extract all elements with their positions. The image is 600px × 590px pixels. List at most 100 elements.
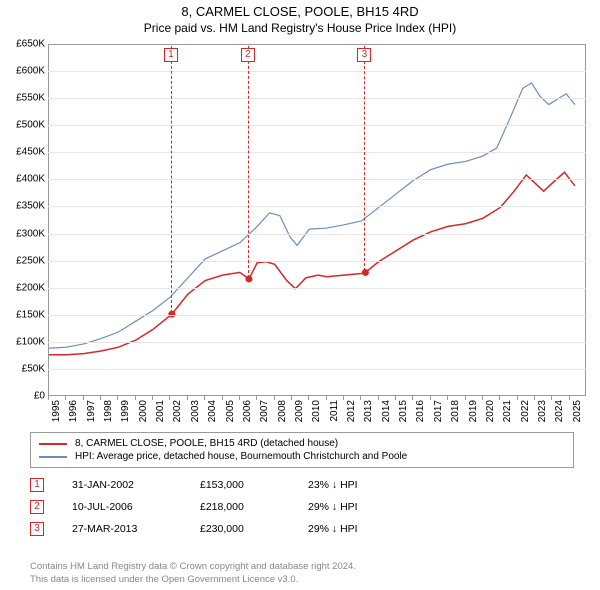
y-tick-label: £250K bbox=[16, 255, 45, 266]
x-tick-label: 2017 bbox=[433, 400, 444, 422]
gridline bbox=[48, 315, 586, 316]
y-tick-label: £600K bbox=[16, 66, 45, 77]
sale-marker-line bbox=[364, 46, 365, 271]
x-tick-label: 2018 bbox=[450, 400, 461, 422]
transaction-price: £218,000 bbox=[200, 501, 280, 513]
chart-subtitle: Price paid vs. HM Land Registry's House … bbox=[0, 21, 600, 35]
sale-marker-dot bbox=[245, 275, 252, 282]
series-hpi bbox=[49, 83, 575, 348]
x-tick bbox=[239, 396, 240, 400]
legend-label: 8, CARMEL CLOSE, POOLE, BH15 4RD (detach… bbox=[75, 438, 338, 449]
x-tick bbox=[569, 396, 570, 400]
sale-marker-dot bbox=[362, 269, 369, 276]
x-tick-label: 2001 bbox=[155, 400, 166, 422]
x-tick bbox=[48, 396, 49, 400]
legend-swatch bbox=[39, 443, 67, 445]
x-tick bbox=[117, 396, 118, 400]
sale-marker-number: 3 bbox=[357, 48, 371, 62]
x-tick bbox=[447, 396, 448, 400]
footer-line: Contains HM Land Registry data © Crown c… bbox=[30, 561, 356, 573]
x-tick bbox=[256, 396, 257, 400]
transaction-diff: 29% ↓ HPI bbox=[308, 501, 408, 513]
x-tick-label: 2009 bbox=[294, 400, 305, 422]
transaction-diff: 23% ↓ HPI bbox=[308, 479, 408, 491]
x-tick bbox=[395, 396, 396, 400]
gridline bbox=[48, 342, 586, 343]
legend-item: 8, CARMEL CLOSE, POOLE, BH15 4RD (detach… bbox=[39, 437, 565, 450]
x-tick-label: 2010 bbox=[311, 400, 322, 422]
x-tick bbox=[65, 396, 66, 400]
x-tick-label: 2000 bbox=[138, 400, 149, 422]
y-tick-label: £450K bbox=[16, 147, 45, 158]
x-tick bbox=[308, 396, 309, 400]
legend-label: HPI: Average price, detached house, Bour… bbox=[75, 451, 407, 462]
x-tick-label: 2002 bbox=[172, 400, 183, 422]
x-tick bbox=[378, 396, 379, 400]
plot-area bbox=[48, 44, 586, 396]
sale-marker-line bbox=[248, 46, 249, 278]
transaction-row: 210-JUL-2006£218,00029% ↓ HPI bbox=[30, 496, 574, 518]
sale-marker-number: 2 bbox=[241, 48, 255, 62]
gridline bbox=[48, 234, 586, 235]
gridline bbox=[48, 179, 586, 180]
chart-container: 8, CARMEL CLOSE, POOLE, BH15 4RD Price p… bbox=[0, 0, 600, 590]
x-tick bbox=[534, 396, 535, 400]
x-tick bbox=[517, 396, 518, 400]
x-tick-label: 2008 bbox=[277, 400, 288, 422]
x-tick-label: 1998 bbox=[103, 400, 114, 422]
x-tick-label: 2014 bbox=[381, 400, 392, 422]
y-tick-label: £50K bbox=[22, 363, 45, 374]
x-tick-label: 2020 bbox=[485, 400, 496, 422]
x-tick-label: 1997 bbox=[86, 400, 97, 422]
x-tick-label: 2024 bbox=[554, 400, 565, 422]
x-tick bbox=[204, 396, 205, 400]
x-tick bbox=[465, 396, 466, 400]
footer: Contains HM Land Registry data © Crown c… bbox=[30, 561, 356, 586]
x-tick bbox=[222, 396, 223, 400]
transaction-number: 3 bbox=[30, 522, 44, 536]
title-block: 8, CARMEL CLOSE, POOLE, BH15 4RD Price p… bbox=[0, 0, 600, 35]
y-tick-label: £500K bbox=[16, 120, 45, 131]
x-tick bbox=[152, 396, 153, 400]
series-property bbox=[49, 172, 575, 354]
gridline bbox=[48, 206, 586, 207]
transaction-number: 2 bbox=[30, 500, 44, 514]
gridline bbox=[48, 261, 586, 262]
x-tick-label: 2004 bbox=[207, 400, 218, 422]
x-tick-label: 1999 bbox=[120, 400, 131, 422]
x-tick-label: 2003 bbox=[190, 400, 201, 422]
gridline bbox=[48, 288, 586, 289]
y-tick-label: £350K bbox=[16, 201, 45, 212]
x-tick-label: 1995 bbox=[51, 400, 62, 422]
x-tick-label: 2012 bbox=[346, 400, 357, 422]
sale-marker-line bbox=[171, 46, 172, 313]
x-tick-label: 2011 bbox=[329, 400, 340, 422]
x-tick-label: 2015 bbox=[398, 400, 409, 422]
x-tick bbox=[360, 396, 361, 400]
x-tick bbox=[430, 396, 431, 400]
x-tick bbox=[135, 396, 136, 400]
y-tick-label: £150K bbox=[16, 309, 45, 320]
x-tick bbox=[187, 396, 188, 400]
x-tick bbox=[499, 396, 500, 400]
x-tick bbox=[274, 396, 275, 400]
footer-line: This data is licensed under the Open Gov… bbox=[30, 574, 356, 586]
y-tick-label: £400K bbox=[16, 174, 45, 185]
x-tick-label: 2007 bbox=[259, 400, 270, 422]
x-tick-label: 2021 bbox=[502, 400, 513, 422]
legend: 8, CARMEL CLOSE, POOLE, BH15 4RD (detach… bbox=[30, 432, 574, 468]
gridline bbox=[48, 152, 586, 153]
x-tick-label: 2022 bbox=[520, 400, 531, 422]
x-tick bbox=[100, 396, 101, 400]
legend-swatch bbox=[39, 456, 67, 458]
x-tick-label: 2005 bbox=[225, 400, 236, 422]
y-tick-label: £550K bbox=[16, 93, 45, 104]
x-tick bbox=[83, 396, 84, 400]
x-tick-label: 2025 bbox=[572, 400, 583, 422]
gridline bbox=[48, 369, 586, 370]
x-tick bbox=[169, 396, 170, 400]
transaction-diff: 29% ↓ HPI bbox=[308, 523, 408, 535]
x-tick bbox=[326, 396, 327, 400]
y-tick-label: £650K bbox=[16, 39, 45, 50]
x-tick bbox=[551, 396, 552, 400]
